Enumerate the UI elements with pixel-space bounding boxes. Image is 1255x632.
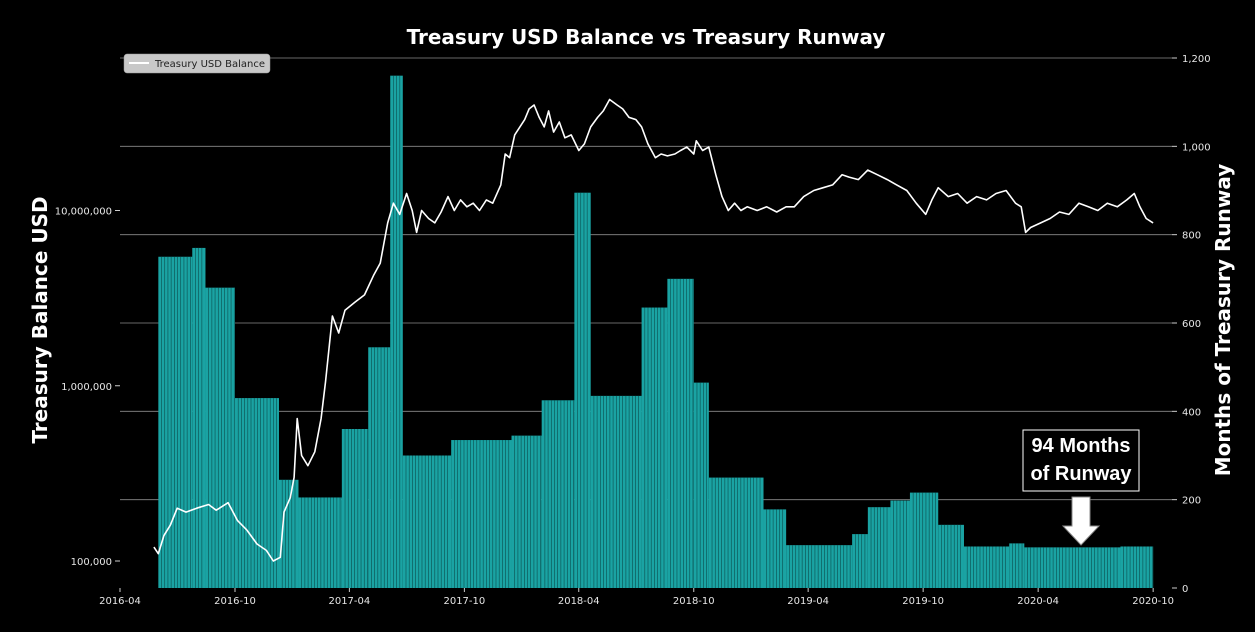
runway-bar [852,534,868,588]
runway-bar [1009,543,1025,588]
x-tick-label: 2018-10 [673,596,715,607]
x-tick-label: 2019-04 [787,596,829,607]
x-tick-label: 2016-10 [214,596,256,607]
right-tick-label: 1,000 [1182,142,1211,153]
annotation-line-2: of Runway [1030,463,1132,485]
annotation-box [1022,429,1140,492]
x-tick-label: 2020-10 [1132,596,1174,607]
runway-bar [511,435,542,588]
x-tick-label: 2020-04 [1017,596,1059,607]
balance-line-group [153,98,1154,562]
right-tick-label: 0 [1182,584,1188,595]
right-tick-label: 600 [1182,319,1201,330]
legend-box [123,53,271,74]
runway-bar [451,440,512,588]
right-tick-label: 200 [1182,496,1201,507]
runway-bars [158,75,1154,589]
runway-bar [368,347,391,588]
x-tick-label: 2019-10 [902,596,944,607]
runway-bar [708,477,764,588]
runway-bar [1120,546,1154,588]
left-tick-label: 100,000 [71,557,112,568]
runway-bar [541,400,575,588]
runway-bar [298,497,342,588]
runway-bar [693,382,709,588]
runway-bar [667,278,694,588]
x-tick-label: 2018-04 [558,596,600,607]
right-tick-label: 1,200 [1182,54,1211,65]
right-tick-label: 800 [1182,231,1201,242]
down-arrow-icon [1061,496,1101,546]
runway-bar [909,492,939,588]
runway-annotation: 94 Months of Runway [1022,429,1140,546]
x-tick-label: 2017-10 [443,596,485,607]
runway-bar [786,545,853,588]
runway-bar [867,507,891,588]
left-tick-label: 1,000,000 [61,382,112,393]
legend-entry-balance: Treasury USD Balance [154,59,265,70]
runway-bar [763,509,787,588]
left-tick-label: 10,000,000 [55,207,112,218]
runway-bar [205,287,236,588]
x-tick-label: 2016-04 [99,596,141,607]
runway-bar [235,398,279,588]
chart-title: Treasury USD Balance vs Treasury Runway [407,25,886,49]
axes: 0 200 400 600 800 1,000 1,200 100,000 1,000,000 1… [55,54,1211,607]
annotation-line-1: 94 Months [1032,435,1131,457]
left-axis-label: Treasury Balance USD [28,196,52,443]
runway-bar [402,455,452,588]
x-tick-label: 2017-04 [328,596,370,607]
balance-line [153,98,1154,562]
right-axis-label: Months of Treasury Runway [1211,164,1235,477]
runway-bar [574,192,591,589]
legend: Treasury USD Balance [123,53,271,74]
right-tick-label: 400 [1182,407,1201,418]
runway-bar [341,429,369,588]
runway-bar [158,256,193,588]
